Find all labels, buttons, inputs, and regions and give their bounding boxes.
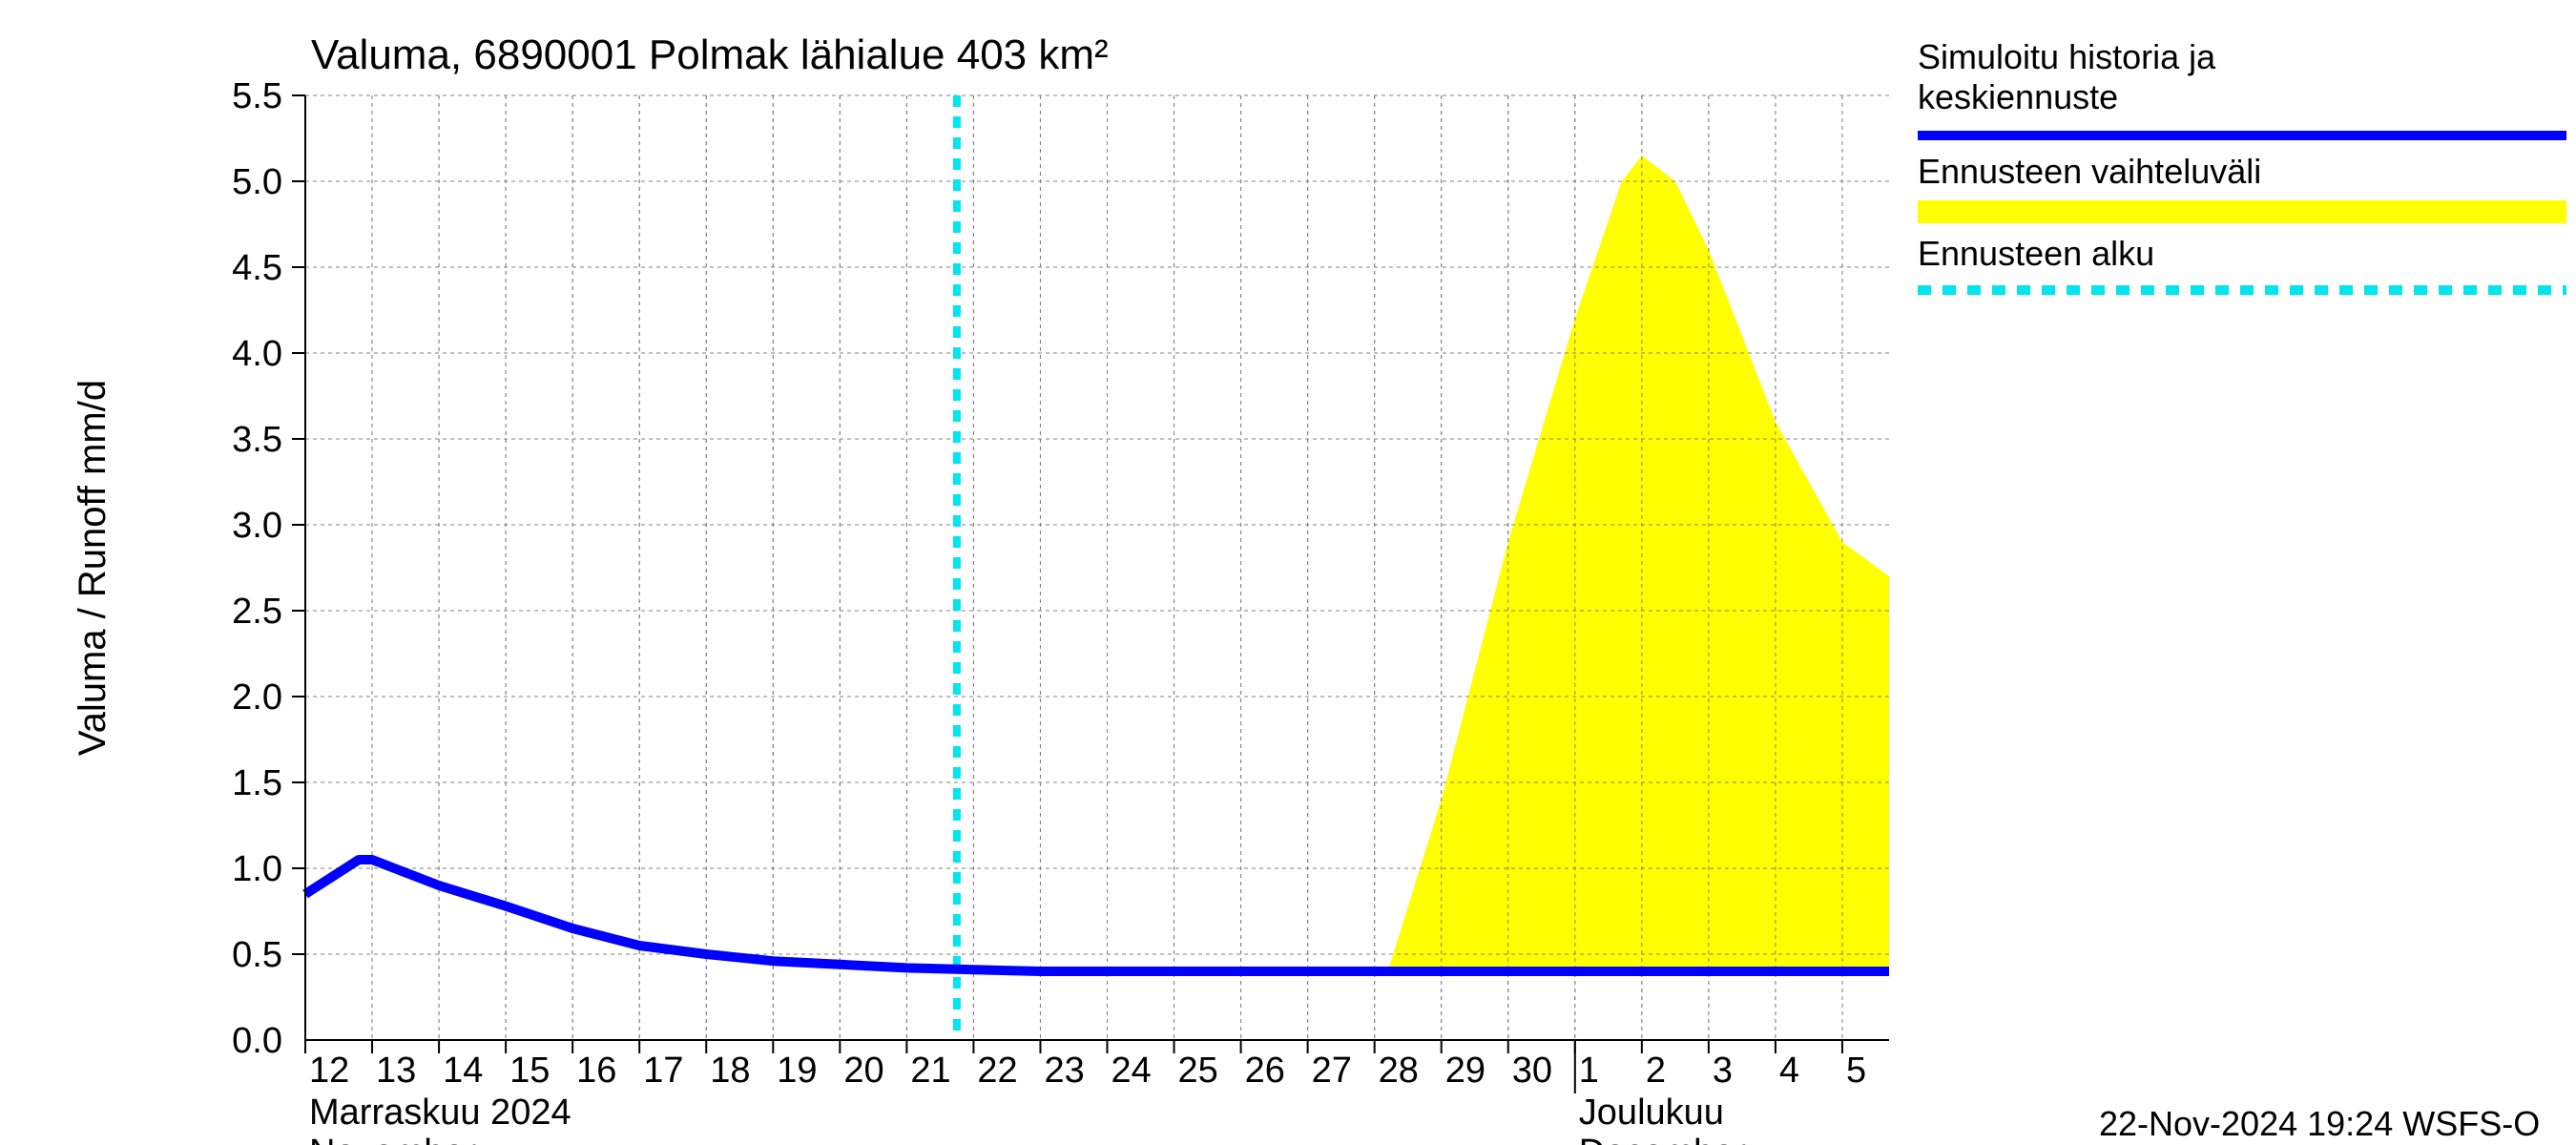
x-tick-label: 4 [1779, 1051, 1799, 1091]
legend-swatch-band [1918, 200, 2566, 223]
x-tick-label: 20 [843, 1051, 883, 1091]
x-tick-label: 1 [1579, 1051, 1599, 1091]
x-tick-label: 30 [1512, 1051, 1552, 1091]
x-tick-label: 12 [309, 1051, 349, 1091]
chart-title: Valuma, 6890001 Polmak lähialue 403 km² [311, 31, 1109, 78]
month-label: November [309, 1133, 477, 1145]
month-label: Joulukuu [1579, 1093, 1724, 1133]
x-tick-label: 21 [910, 1051, 950, 1091]
chart-svg: 0.00.51.01.52.02.53.03.54.04.55.05.51213… [0, 0, 2576, 1145]
x-tick-label: 3 [1713, 1051, 1733, 1091]
month-label: December [1579, 1133, 1747, 1145]
y-tick-label: 0.0 [232, 1021, 282, 1061]
y-tick-label: 4.0 [232, 334, 282, 374]
x-tick-label: 19 [777, 1051, 817, 1091]
x-tick-label: 29 [1445, 1051, 1485, 1091]
y-tick-label: 3.5 [232, 420, 282, 460]
footer-timestamp: 22-Nov-2024 19:24 WSFS-O [2099, 1104, 2540, 1143]
y-axis-label: Valuma / Runoff mm/d [72, 380, 114, 756]
y-tick-label: 5.5 [232, 76, 282, 116]
x-tick-label: 5 [1846, 1051, 1866, 1091]
x-tick-label: 14 [443, 1051, 483, 1091]
x-tick-label: 24 [1111, 1051, 1152, 1091]
legend-label: Ennusteen vaihteluväli [1918, 152, 2261, 191]
legend-label: Ennusteen alku [1918, 234, 2154, 273]
y-tick-label: 1.0 [232, 849, 282, 889]
y-tick-label: 4.5 [232, 248, 282, 288]
y-tick-label: 1.5 [232, 763, 282, 803]
legend-label: Simuloitu historia ja [1918, 37, 2216, 76]
y-tick-label: 5.0 [232, 162, 282, 202]
x-tick-label: 18 [710, 1051, 750, 1091]
x-tick-label: 22 [977, 1051, 1017, 1091]
legend-label: keskiennuste [1918, 77, 2118, 116]
x-tick-label: 13 [376, 1051, 416, 1091]
y-tick-label: 3.0 [232, 506, 282, 546]
month-label: Marraskuu 2024 [309, 1093, 571, 1133]
x-tick-label: 2 [1646, 1051, 1666, 1091]
runoff-chart: 0.00.51.01.52.02.53.03.54.04.55.05.51213… [0, 0, 2576, 1145]
x-tick-label: 25 [1178, 1051, 1218, 1091]
x-tick-label: 17 [643, 1051, 683, 1091]
x-tick-label: 28 [1379, 1051, 1419, 1091]
y-tick-label: 2.0 [232, 677, 282, 718]
x-tick-label: 23 [1044, 1051, 1084, 1091]
x-tick-label: 15 [509, 1051, 550, 1091]
y-tick-label: 2.5 [232, 592, 282, 632]
x-tick-label: 26 [1245, 1051, 1285, 1091]
y-tick-label: 0.5 [232, 935, 282, 975]
x-tick-label: 27 [1312, 1051, 1352, 1091]
x-tick-label: 16 [576, 1051, 616, 1091]
